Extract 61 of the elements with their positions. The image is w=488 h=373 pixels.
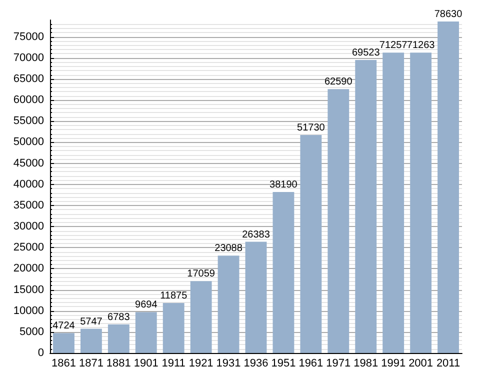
y-tick-label: 60000 <box>13 94 44 106</box>
x-tick-label: 2001 <box>408 358 434 370</box>
x-tick-label: 1931 <box>216 358 241 370</box>
x-tick-label: 1901 <box>134 358 158 370</box>
bar <box>190 281 212 353</box>
x-tick-label: 1936 <box>244 358 268 370</box>
y-tick-label: 30000 <box>13 220 44 233</box>
bar <box>218 256 240 353</box>
bar <box>80 328 102 353</box>
x-tick-label: 2011 <box>436 358 460 370</box>
bar <box>438 22 459 353</box>
y-tick-label: 45000 <box>13 157 44 170</box>
data-label: 17059 <box>187 268 216 280</box>
y-tick-label: 50000 <box>13 136 44 148</box>
data-label: 71263 <box>406 40 436 52</box>
bar <box>272 192 294 353</box>
bar <box>355 60 377 353</box>
bar <box>410 52 432 353</box>
y-tick-label: 70000 <box>13 52 44 64</box>
y-tick-label: 10000 <box>13 304 44 317</box>
y-tick-label: 15000 <box>13 284 44 296</box>
data-label: 6783 <box>108 312 130 323</box>
x-tick-label: 1861 <box>51 358 76 370</box>
data-label: 38190 <box>270 180 298 191</box>
bar <box>162 302 184 353</box>
y-tick-label: 5000 <box>20 326 44 338</box>
x-tick-label: 1991 <box>381 358 406 370</box>
y-tick-label: 25000 <box>13 242 44 254</box>
bar <box>382 52 404 353</box>
y-tick-label: 40000 <box>13 178 44 190</box>
x-tick-label: 1921 <box>188 358 214 370</box>
y-tick-label: 65000 <box>13 73 44 86</box>
data-label: 51730 <box>297 122 326 134</box>
y-tick-label: 35000 <box>13 199 44 212</box>
bar <box>328 89 350 353</box>
bar <box>135 312 157 353</box>
data-label: 62590 <box>324 76 353 88</box>
y-tick-label: 20000 <box>13 262 44 275</box>
bar <box>300 134 322 353</box>
bar <box>245 242 267 353</box>
x-tick-label: 1971 <box>326 358 351 370</box>
bar <box>53 333 74 353</box>
data-label: 5747 <box>80 316 103 328</box>
data-label: 11875 <box>160 290 188 302</box>
data-label: 4724 <box>52 320 76 332</box>
x-tick-label: 1981 <box>354 358 378 370</box>
data-label: 26383 <box>242 229 270 240</box>
x-tick-label: 1951 <box>271 358 296 370</box>
x-tick-label: 1911 <box>162 358 186 370</box>
y-tick-label: 0 <box>38 347 44 359</box>
data-label: 9694 <box>135 300 158 311</box>
x-tick-label: 1871 <box>78 358 104 370</box>
x-tick-label: 1961 <box>298 358 324 370</box>
data-label: 71257 <box>379 40 408 52</box>
y-tick-label: 75000 <box>13 30 44 43</box>
y-tick-label: 55000 <box>13 115 44 128</box>
bar <box>108 324 130 353</box>
x-tick-label: 1881 <box>106 358 131 370</box>
data-label: 69523 <box>352 47 380 58</box>
data-label: 78630 <box>434 9 463 20</box>
data-label: 23088 <box>214 243 243 254</box>
